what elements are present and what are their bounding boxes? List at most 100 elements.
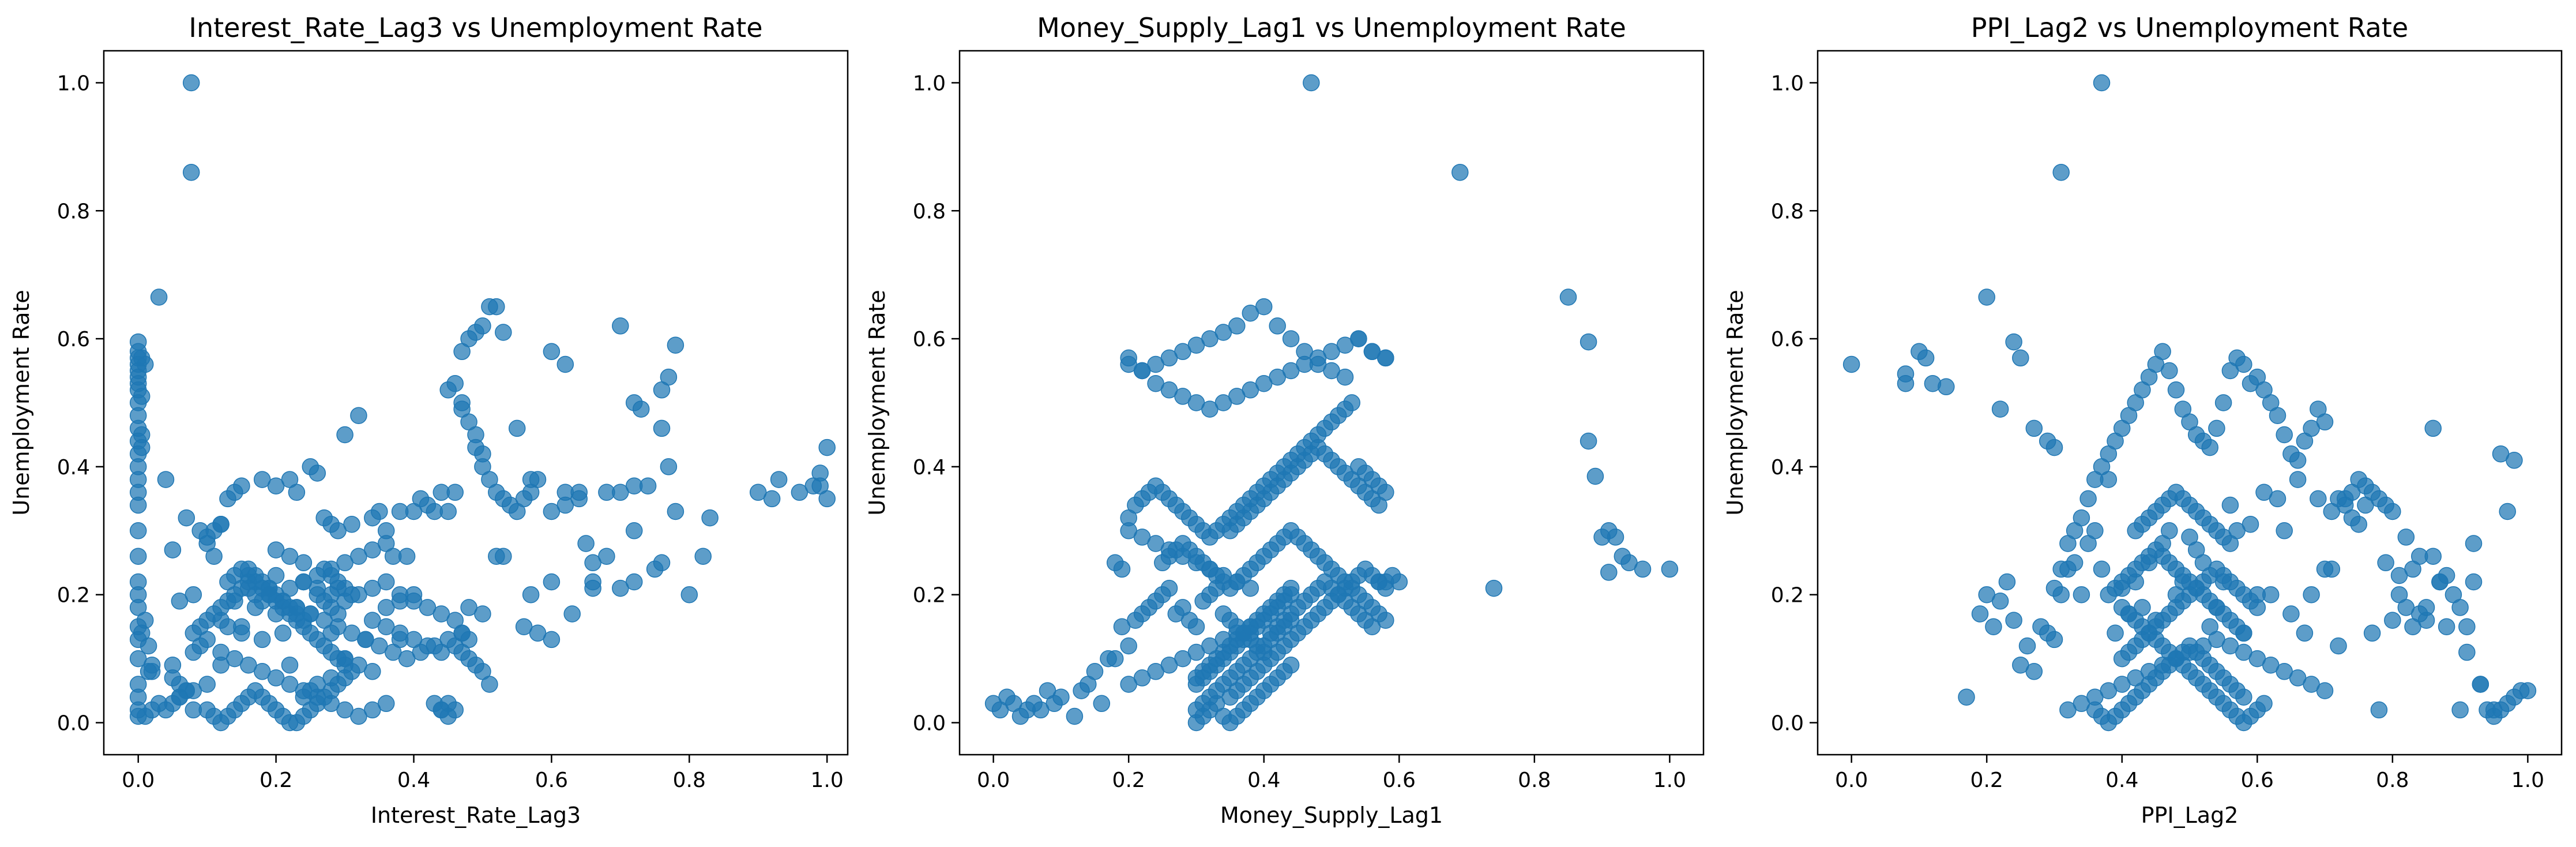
- scatter-point: [556, 484, 574, 501]
- scatter-point: [226, 484, 243, 501]
- scatter-point: [2377, 554, 2394, 572]
- scatter-point: [2255, 484, 2273, 501]
- scatter-point: [178, 509, 195, 527]
- scatter-point: [2025, 663, 2043, 680]
- scatter-point: [1269, 317, 1286, 335]
- scatter-point: [2289, 471, 2307, 488]
- scatter-point: [1093, 695, 1111, 713]
- scatter-point: [1985, 618, 2002, 635]
- scatter-point: [2499, 503, 2516, 520]
- scatter-point: [133, 388, 151, 405]
- scatter-point: [1607, 529, 1624, 546]
- scatter-point: [2472, 676, 2489, 693]
- scatter-point: [1282, 586, 1300, 604]
- x-tick-label: 0.2: [1112, 769, 1145, 792]
- scatter-point: [1086, 663, 1104, 680]
- y-tick-label: 0.0: [913, 712, 946, 736]
- scatter-point: [377, 695, 395, 713]
- scatter-point: [2093, 74, 2111, 92]
- scatter-point: [377, 573, 395, 591]
- scatter-point: [419, 599, 437, 616]
- scatter-point: [1228, 317, 1246, 335]
- y-tick-label: 0.8: [913, 200, 946, 223]
- scatter-point: [1485, 579, 1503, 597]
- scatter-points: [129, 74, 836, 732]
- scatter-point: [2316, 413, 2334, 431]
- scatter-point: [653, 419, 671, 437]
- scatter-point: [185, 643, 202, 661]
- scatter-point: [2201, 439, 2218, 456]
- scatter-point: [584, 573, 601, 591]
- scatter-point: [818, 439, 836, 456]
- x-tick-label: 0.8: [2376, 769, 2409, 792]
- scatter-point: [281, 548, 299, 565]
- scatter-point: [2005, 333, 2022, 351]
- scatter-point: [488, 548, 505, 565]
- scatter-point: [1377, 612, 1394, 629]
- y-tick-label: 0.8: [1771, 200, 1804, 223]
- x-tick-label: 0.2: [260, 769, 292, 792]
- scatter-point: [2282, 605, 2300, 623]
- scatter-point: [405, 586, 423, 604]
- scatter-point: [577, 535, 595, 552]
- scatter-point: [171, 593, 189, 610]
- scatter-point: [625, 573, 643, 591]
- scatter-point: [226, 650, 243, 668]
- scatter-point: [1343, 394, 1360, 411]
- scatter-point: [667, 503, 685, 520]
- scatter-point: [2458, 643, 2476, 661]
- scatter-point: [350, 707, 367, 725]
- scatter-point: [488, 298, 505, 316]
- scatter-point: [1580, 432, 1597, 450]
- scatter-point: [1978, 288, 1995, 306]
- scatter-point: [625, 522, 643, 539]
- scatter-point: [364, 701, 381, 719]
- scatter-point: [2310, 490, 2327, 508]
- scatter-point: [2296, 624, 2314, 642]
- scatter-point: [474, 317, 491, 335]
- x-tick-label: 0.4: [2105, 769, 2138, 792]
- scatter-point: [2079, 535, 2097, 552]
- y-tick-label: 0.2: [913, 584, 946, 608]
- x-tick-label: 0.6: [535, 769, 568, 792]
- scatter-point: [1958, 688, 1975, 706]
- scatter-point: [1971, 605, 1989, 623]
- x-tick-label: 0.4: [397, 769, 430, 792]
- scatter-point: [267, 669, 285, 687]
- scatter-point: [233, 624, 250, 642]
- scatter-point: [2363, 624, 2381, 642]
- x-tick-label: 0.0: [1835, 769, 1868, 792]
- scatter-point: [357, 631, 374, 649]
- scatter-point: [157, 471, 175, 488]
- scatter-point: [439, 707, 457, 725]
- scatter-point: [1370, 496, 1387, 514]
- scatter-point: [2221, 535, 2239, 552]
- x-tick-label: 0.6: [1383, 769, 1416, 792]
- scatter-point: [364, 541, 381, 559]
- scatter-point: [1661, 560, 1679, 578]
- scatter-point: [377, 599, 395, 616]
- scatter-point: [1991, 400, 2009, 418]
- scatter-point: [625, 477, 643, 494]
- scatter-point: [185, 586, 202, 604]
- scatter-point: [136, 612, 154, 629]
- scatter-point: [563, 605, 581, 623]
- chart-panel-3: PPI_Lag2 vs Unemployment Rate 0.0 0.2 0.4 0.…: [1723, 12, 2563, 828]
- scatter-point: [2235, 624, 2252, 642]
- x-tick-label: 1.0: [1653, 769, 1686, 792]
- scatter-point: [336, 554, 354, 572]
- scatter-point: [1451, 163, 1469, 181]
- scatter-point: [1303, 74, 1320, 92]
- scatter-point: [1282, 330, 1300, 347]
- scatter-point: [598, 548, 615, 565]
- y-tick-label: 0.2: [57, 584, 90, 608]
- scatter-point: [377, 618, 395, 635]
- scatter-point: [2397, 529, 2415, 546]
- scatter-point: [384, 643, 402, 661]
- scatter-point: [219, 618, 236, 635]
- scatter-point: [2073, 586, 2090, 604]
- scatter-point: [391, 593, 409, 610]
- scatter-point: [2451, 599, 2469, 616]
- scatter-point: [2431, 573, 2449, 591]
- scatter-point: [2485, 701, 2503, 719]
